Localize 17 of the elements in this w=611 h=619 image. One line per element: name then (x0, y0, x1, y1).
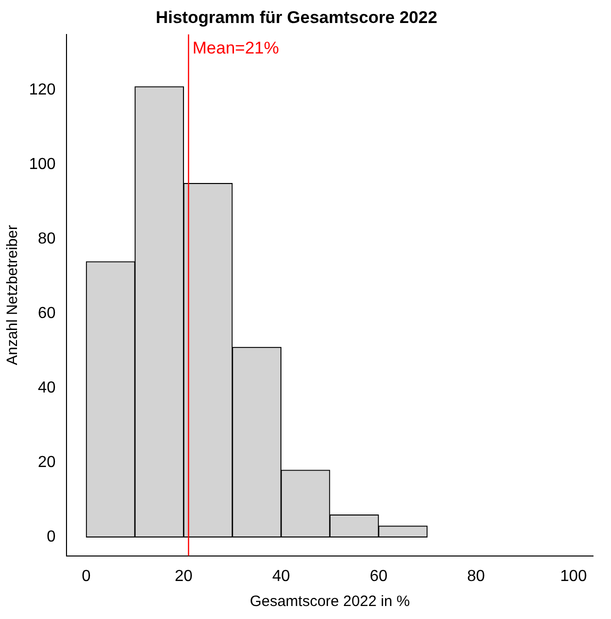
y-tick-label: 100 (28, 156, 56, 174)
y-axis-title: Anzahl Netzbetreiber (4, 225, 22, 366)
y-tick-label: 120 (28, 82, 56, 99)
x-axis-title: Gesamtscore 2022 in % (250, 593, 410, 610)
y-tick-label: 80 (38, 230, 56, 248)
y-tick-label: 0 (46, 528, 56, 546)
x-tick-label: 80 (467, 568, 486, 585)
y-tick-label: 60 (38, 305, 56, 322)
y-tick-label: 20 (38, 454, 56, 472)
x-tick-label: 100 (560, 568, 587, 585)
x-tick-label: 40 (272, 568, 290, 585)
ref-line-label: Mean=21% (192, 38, 280, 58)
x-tick-label: 20 (174, 568, 193, 585)
x-tick-label: 0 (82, 568, 91, 585)
y-tick-label: 40 (38, 380, 56, 397)
chart-title: Histogramm für Gesamtscore 2022 (156, 8, 438, 27)
x-tick-label: 60 (370, 568, 388, 585)
